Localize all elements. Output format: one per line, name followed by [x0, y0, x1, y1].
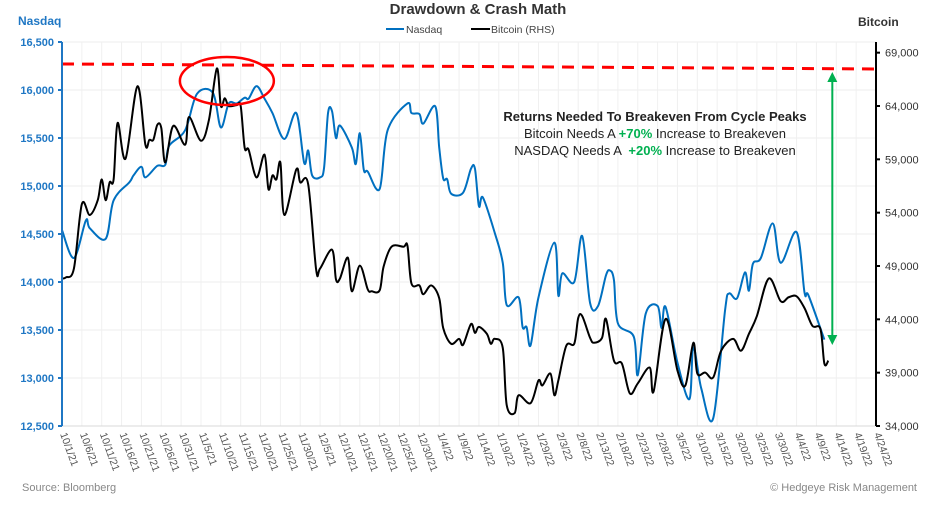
annotation-nasdaq: NASDAQ Needs A +20% Increase to Breakeve…	[514, 143, 796, 158]
left-axis-title: Nasdaq	[18, 14, 61, 28]
peak-circle	[178, 55, 276, 107]
left-tick-label: 14,000	[20, 277, 54, 289]
arrow-down-head-icon	[827, 335, 838, 346]
annotation-bitcoin-prefix: Bitcoin Needs A	[524, 126, 619, 141]
legend-label-bitcoin: Bitcoin (RHS)	[491, 24, 555, 36]
left-tick-label: 16,000	[20, 85, 54, 97]
bitcoin-line	[61, 67, 830, 416]
left-tick-label: 12,500	[20, 421, 54, 433]
right-tick-label: 54,000	[885, 208, 919, 220]
x-tick-label: 4/4/22	[792, 431, 813, 463]
grid	[61, 41, 877, 427]
series-layer	[61, 67, 830, 423]
annotation-bitcoin-suffix: Increase to Breakeven	[652, 126, 786, 141]
annotation-nasdaq-prefix: NASDAQ Needs A	[514, 143, 628, 158]
chart-title: Drawdown & Crash Math	[390, 1, 567, 18]
x-tick-label: 2/3/22	[554, 431, 575, 463]
annotation-bitcoin: Bitcoin Needs A +70% Increase to Breakev…	[524, 126, 786, 141]
breakeven-arrow	[827, 71, 838, 346]
x-tick-label: 1/9/22	[454, 431, 475, 463]
annotation-heading: Returns Needed To Breakeven From Cycle P…	[503, 109, 806, 124]
x-tick-label: 3/5/22	[673, 431, 694, 463]
annotation-bitcoin-pct: +70%	[619, 126, 653, 141]
nasdaq-line	[61, 85, 826, 423]
x-tick-label: 2/13/22	[593, 431, 616, 468]
x-tick-label: 1/4/22	[434, 431, 455, 463]
right-tick-label: 59,000	[885, 154, 919, 166]
left-tick-label: 13,500	[20, 325, 54, 337]
annotation-nasdaq-pct: +20%	[628, 143, 662, 158]
x-tick-label: 4/9/22	[812, 431, 833, 463]
x-tick-label: 2/8/22	[573, 431, 594, 463]
legend: Nasdaq Bitcoin (RHS)	[386, 24, 555, 36]
left-tick-label: 15,500	[20, 133, 54, 145]
annotation-text: Returns Needed To Breakeven From Cycle P…	[503, 109, 806, 158]
copyright-label: © Hedgeye Risk Management	[770, 482, 917, 494]
arrow-up-head-icon	[827, 71, 838, 82]
annotation-nasdaq-suffix: Increase to Breakeven	[662, 143, 796, 158]
right-tick-label: 49,000	[885, 261, 919, 273]
x-tick-label: 10/1/21	[57, 431, 80, 468]
x-tick-label: 3/10/22	[692, 431, 715, 468]
left-tick-label: 16,500	[20, 37, 54, 49]
left-tick-label: 14,500	[20, 229, 54, 241]
right-tick-label: 44,000	[885, 314, 919, 326]
axes: 12,500 13,000 13,500 14,000 14,500 15,000 15,5…	[20, 37, 918, 474]
right-tick-label: 69,000	[885, 48, 919, 60]
peak-dashed-line	[61, 62, 877, 71]
right-tick-label: 64,000	[885, 101, 919, 113]
right-tick-label: 39,000	[885, 368, 919, 380]
left-tick-label: 15,000	[20, 181, 54, 193]
source-label: Source: Bloomberg	[22, 482, 116, 494]
x-tick-label: 1/14/22	[474, 431, 497, 468]
x-tick-label: 4/14/22	[831, 431, 854, 468]
legend-label-nasdaq: Nasdaq	[406, 24, 442, 36]
left-tick-label: 13,000	[20, 373, 54, 385]
right-tick-label: 34,000	[885, 421, 919, 433]
right-axis-title: Bitcoin	[858, 15, 899, 29]
